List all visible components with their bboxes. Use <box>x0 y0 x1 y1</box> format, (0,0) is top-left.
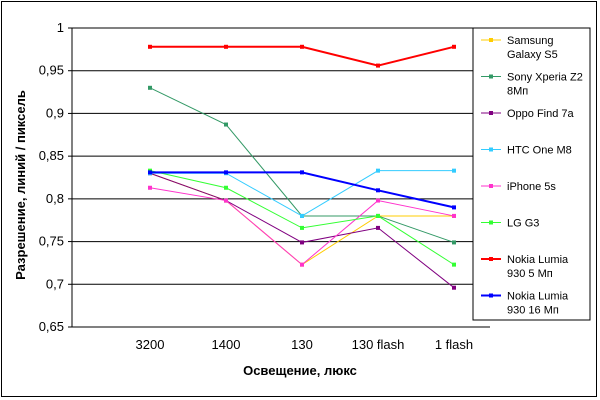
legend-swatch-marker <box>489 38 493 42</box>
series-line <box>149 172 454 266</box>
legend: Samsung Galaxy S5 Sony Xperia Z2 8Мп Oppo Fi… <box>472 27 591 321</box>
x-tick-label: 1 flash <box>435 337 473 352</box>
gridlines <box>72 27 490 285</box>
data-point <box>376 168 380 173</box>
x-tick-label: 130 <box>291 337 313 352</box>
y-tick-label: 0,95 <box>39 63 64 78</box>
data-point <box>300 44 304 49</box>
legend-label: Nokia Lumia <box>507 291 569 303</box>
data-point <box>224 44 228 49</box>
legend-label: Sony Xperia Z2 <box>507 72 583 84</box>
data-point <box>376 198 380 203</box>
legend-label: 930 5 Мп <box>507 268 553 280</box>
y-tick-label: 0,9 <box>46 105 64 120</box>
data-point <box>452 262 456 267</box>
series-line <box>150 170 454 217</box>
legend-swatch-marker <box>489 74 493 79</box>
legend-label: Samsung <box>507 35 553 47</box>
y-axis-title: Разрешение, линий / пиксель <box>13 90 28 280</box>
data-point <box>300 225 304 230</box>
data-point <box>300 213 304 218</box>
data-point <box>452 44 456 49</box>
series-line <box>150 45 455 67</box>
legend-swatch-marker <box>489 293 493 298</box>
data-point <box>376 63 380 68</box>
data-point <box>452 285 456 290</box>
data-point <box>452 213 456 218</box>
y-tick-label: 0,7 <box>46 276 64 291</box>
data-point <box>452 240 456 245</box>
y-tick-label: 1 <box>57 20 64 35</box>
y-tick-label: 0,65 <box>39 319 64 334</box>
data-point <box>452 168 456 173</box>
legend-label: 930 16 Мп <box>507 305 559 317</box>
data-point <box>224 170 228 175</box>
x-tick-label: 3200 <box>136 337 165 352</box>
legend-swatch-marker <box>489 147 493 152</box>
data-point <box>148 170 152 175</box>
data-point <box>148 44 152 49</box>
x-tick-label: 1400 <box>212 337 241 352</box>
data-point <box>224 122 228 127</box>
legend-label: Galaxy S5 <box>507 49 558 61</box>
y-tick-label: 0,75 <box>39 234 64 249</box>
data-point <box>376 225 380 230</box>
plot-series <box>148 44 456 290</box>
series-line <box>149 172 455 289</box>
legend-swatch-marker <box>489 257 493 261</box>
data-point <box>300 170 304 175</box>
legend-swatch-marker <box>489 111 493 115</box>
y-axis: 0,65 0,7 0,75 0,8 0,85 0,9 0,95 1 <box>39 20 73 334</box>
data-point <box>300 262 304 267</box>
legend-label: LG G3 <box>507 218 539 230</box>
x-axis-title: Освещение, люкс <box>243 363 357 378</box>
data-point <box>148 85 152 90</box>
y-tick-label: 0,8 <box>46 191 64 206</box>
legend-label: 8Мп <box>507 86 528 98</box>
x-tick-label: 130 flash <box>352 337 405 352</box>
x-axis: 3200 1400 130 130 flash 1 flash <box>72 326 490 352</box>
data-point <box>300 240 304 245</box>
data-point <box>376 213 380 218</box>
data-point <box>224 185 228 190</box>
y-tick-label: 0,85 <box>39 148 64 163</box>
data-point <box>452 205 456 210</box>
legend-label: HTC One M8 <box>507 145 572 157</box>
legend-swatch-marker <box>489 184 493 188</box>
series-line <box>149 87 455 243</box>
legend-swatch-marker <box>489 220 493 225</box>
data-point <box>376 188 380 193</box>
data-point <box>148 185 152 190</box>
legend-label: Nokia Lumia <box>507 254 569 266</box>
legend-label: Oppo Find 7a <box>507 108 575 120</box>
data-point <box>224 198 228 203</box>
legend-label: iPhone 5s <box>507 181 556 193</box>
